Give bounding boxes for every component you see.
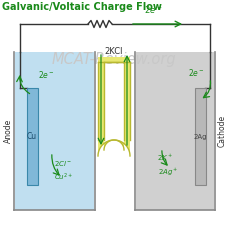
Text: $2K^+$: $2K^+$ <box>157 153 173 163</box>
Text: Galvanic/Voltaic Charge Flow: Galvanic/Voltaic Charge Flow <box>2 2 162 12</box>
Text: MCAT-Review.org: MCAT-Review.org <box>52 52 176 67</box>
Bar <box>195 88 206 185</box>
Text: $2e^-$: $2e^-$ <box>38 70 55 81</box>
PathPatch shape <box>98 62 130 156</box>
Text: Anode: Anode <box>3 119 13 143</box>
Bar <box>27 88 38 185</box>
Bar <box>136 52 214 210</box>
Text: $2Cl^-$: $2Cl^-$ <box>54 158 72 167</box>
Bar <box>98 57 130 63</box>
Text: $Cu^{2+}$: $Cu^{2+}$ <box>54 171 73 183</box>
Text: $2Ag^+$: $2Ag^+$ <box>158 166 179 178</box>
Text: $2e^-$: $2e^-$ <box>144 4 162 15</box>
Text: Cu: Cu <box>27 132 37 141</box>
Text: 2KCl: 2KCl <box>105 47 123 56</box>
Bar <box>15 52 94 210</box>
Text: Cathode: Cathode <box>218 115 226 147</box>
Text: $2e^-$: $2e^-$ <box>188 67 204 77</box>
Text: 2Ag: 2Ag <box>193 133 207 140</box>
